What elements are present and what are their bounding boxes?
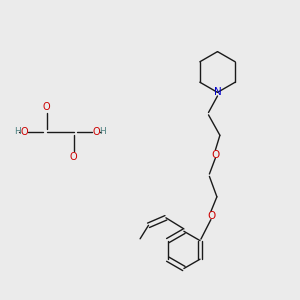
Text: H: H <box>14 128 21 136</box>
Text: O: O <box>70 152 77 163</box>
Text: O: O <box>207 211 215 221</box>
Text: H: H <box>99 128 106 136</box>
Text: N: N <box>214 87 221 98</box>
Text: O: O <box>43 101 50 112</box>
Text: O: O <box>20 127 28 137</box>
Text: O: O <box>92 127 100 137</box>
Text: O: O <box>211 149 220 160</box>
